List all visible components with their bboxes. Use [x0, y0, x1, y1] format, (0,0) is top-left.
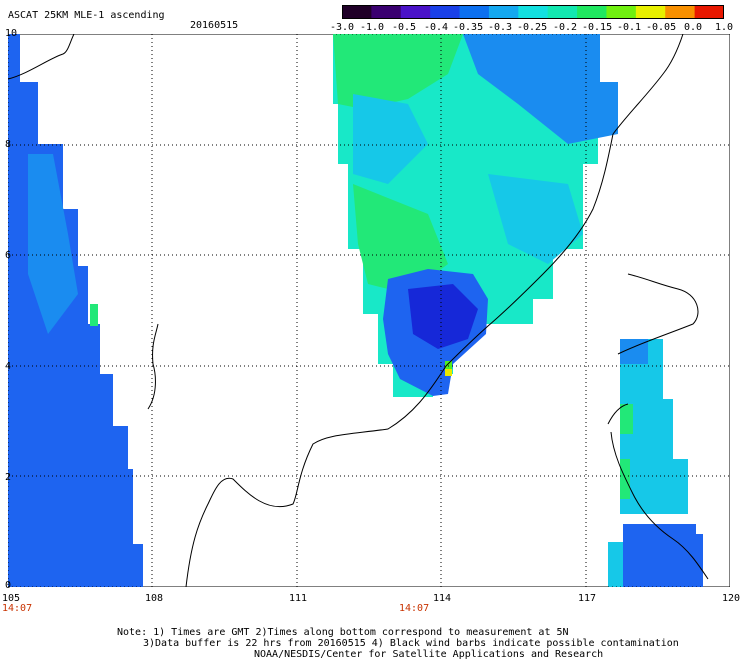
axis-label: 105	[2, 593, 21, 604]
swath-west-light	[28, 154, 78, 334]
colorbar	[342, 5, 724, 19]
coastlines	[8, 34, 709, 587]
colorbar-tick-label: 1.0	[715, 22, 734, 33]
swath-southeast-cyan	[608, 542, 623, 587]
swath-central-cyan	[353, 94, 428, 184]
colorbar-swatch	[547, 5, 578, 19]
coastline-mindoro	[612, 34, 684, 135]
colorbar-tick-label: -3.0	[330, 22, 355, 33]
ascat-swaths	[8, 34, 703, 587]
swath-east-green-2	[620, 459, 630, 499]
swath-west-green	[90, 304, 98, 326]
swath-central-yellow	[445, 369, 452, 376]
axis-label: 117	[578, 593, 597, 604]
colorbar-swatch	[488, 5, 519, 19]
axis-label: 8	[5, 139, 12, 150]
axis-label: 114	[433, 593, 452, 604]
colorbar-tick-label: -0.4	[424, 22, 449, 33]
island-lower	[607, 403, 629, 425]
colorbar-tick-label: -0.3	[488, 22, 513, 33]
colorbar-outline	[342, 5, 724, 19]
lat-lon-grid	[8, 34, 730, 587]
colorbar-tick-label: -0.35	[453, 22, 484, 33]
swath-map	[8, 34, 730, 587]
coastline-malaya	[147, 323, 159, 410]
swath-east-green	[620, 404, 633, 434]
colorbar-swatch	[606, 5, 637, 19]
swath-east	[620, 339, 688, 514]
coastline-palawan	[445, 133, 614, 367]
footer-note-1: Note: 1) Times are GMT 2)Times along bot…	[117, 627, 569, 638]
colorbar-swatch	[665, 5, 696, 19]
colorbar-swatch	[342, 5, 372, 19]
swath-central-green	[353, 184, 448, 294]
axis-label: 120	[722, 593, 740, 604]
coastline-borneo	[185, 365, 447, 587]
swath-central-lime	[445, 361, 452, 369]
axis-label: 108	[145, 593, 164, 604]
axis-label: 4	[5, 361, 12, 372]
axis-label: 14:07	[2, 603, 33, 614]
swath-east-blue-top	[620, 339, 648, 364]
colorbar-tick-label: -0.25	[517, 22, 548, 33]
colorbar-tick-label: 0.0	[684, 22, 703, 33]
swath-central-cyan-2	[488, 174, 583, 264]
colorbar-tick-label: -0.2	[553, 22, 578, 33]
swath-southeast	[608, 524, 703, 587]
colorbar-swatch	[459, 5, 490, 19]
colorbar-tick-label: -0.5	[392, 22, 417, 33]
colorbar-swatch	[430, 5, 461, 19]
colorbar-swatch	[577, 5, 607, 19]
colorbar-tick-label: -1.0	[360, 22, 385, 33]
coastline-vietnam	[8, 34, 75, 80]
axis-label: 14:07	[399, 603, 430, 614]
colorbar-swatch	[518, 5, 549, 19]
colorbar-tick-label: -0.15	[582, 22, 613, 33]
colorbar-swatch	[635, 5, 666, 19]
swath-central-ne-blue	[463, 34, 618, 144]
axis-label: 111	[289, 593, 308, 604]
product-title: ASCAT 25KM MLE-1 ascending	[8, 10, 165, 21]
axis-label: 6	[5, 250, 12, 261]
colorbar-swatch	[371, 5, 402, 19]
colorbar-tick-label: -0.05	[646, 22, 677, 33]
colorbar-tick-label: -0.1	[617, 22, 642, 33]
swath-central-deep-blue	[408, 284, 478, 349]
footer-note-3: NOAA/NESDIS/Center for Satellite Applica…	[254, 649, 604, 660]
axis-label: 0	[5, 580, 12, 591]
product-date: 20160515	[190, 20, 239, 31]
coastline-mindanao	[617, 273, 699, 355]
axis-label: 10	[5, 28, 18, 39]
swath-central-nw-green	[333, 34, 463, 109]
coastline-sulawesi	[610, 431, 709, 580]
footer-note-2: 3)Data buffer is 22 hrs from 20160515 4)…	[143, 638, 679, 649]
colorbar-swatch	[694, 5, 724, 19]
axis-label: 2	[5, 472, 12, 483]
colorbar-swatch	[400, 5, 431, 19]
